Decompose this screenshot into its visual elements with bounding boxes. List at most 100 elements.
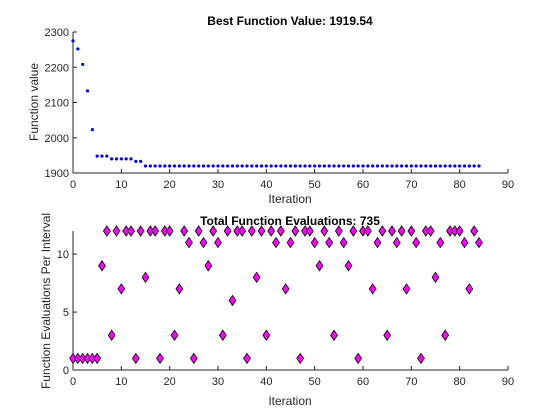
data-point <box>177 164 181 168</box>
data-point <box>158 164 162 168</box>
data-point <box>95 154 99 158</box>
y-tick-label: 2300 <box>45 27 69 39</box>
data-point <box>197 164 201 168</box>
data-point <box>383 329 392 341</box>
data-point <box>436 236 445 249</box>
data-point <box>250 164 254 168</box>
data-point <box>151 225 160 237</box>
data-point <box>240 164 244 168</box>
data-point <box>400 164 404 168</box>
data-point <box>332 164 336 168</box>
data-point <box>180 225 189 237</box>
data-point <box>417 352 425 365</box>
data-point <box>112 225 121 237</box>
data-point <box>404 164 409 168</box>
data-point <box>156 352 164 365</box>
data-point <box>216 164 220 168</box>
data-point <box>431 271 440 284</box>
data-point <box>262 329 271 341</box>
data-point <box>214 236 222 249</box>
data-point <box>356 164 360 168</box>
data-point <box>443 164 447 168</box>
data-point <box>185 236 193 249</box>
bottom-title: Total Function Evaluations: 735 <box>200 214 380 228</box>
data-point <box>100 154 104 158</box>
y-tick-label: 0 <box>63 365 69 377</box>
data-point <box>247 225 256 237</box>
data-point <box>412 236 421 249</box>
data-point <box>397 225 406 237</box>
data-point <box>334 225 343 237</box>
data-point <box>129 157 133 161</box>
data-point <box>472 164 476 168</box>
bottom-xlabel: Iteration <box>268 394 311 408</box>
data-point <box>274 164 278 168</box>
data-point <box>119 157 123 161</box>
data-point <box>414 164 418 168</box>
data-point <box>168 164 172 168</box>
x-tick-label: 30 <box>212 179 224 191</box>
data-point <box>76 47 80 51</box>
data-point <box>288 164 293 168</box>
data-point <box>390 164 394 168</box>
data-point <box>467 164 471 168</box>
data-point <box>243 352 251 365</box>
y-tick-label: 5 <box>63 307 69 319</box>
x-tick-label: 10 <box>115 179 127 191</box>
data-point <box>286 236 295 249</box>
data-point <box>342 164 346 168</box>
data-point <box>194 225 203 237</box>
data-point <box>170 329 179 341</box>
data-point <box>221 164 225 168</box>
x-tick-label: 0 <box>70 376 76 388</box>
data-point <box>206 164 210 168</box>
data-point <box>366 164 370 168</box>
data-point <box>134 159 138 163</box>
x-tick-label: 90 <box>502 376 514 388</box>
top-axes: Best Function Value: 1919.54 Iteration F… <box>27 14 514 206</box>
data-point <box>462 164 467 168</box>
data-point <box>455 225 464 237</box>
data-point <box>136 225 145 237</box>
data-point <box>141 271 150 284</box>
data-point <box>296 352 305 365</box>
data-point <box>124 157 128 161</box>
data-point <box>235 164 239 168</box>
data-point <box>218 329 227 341</box>
data-point <box>81 62 85 67</box>
bottom-ylabel: Function Evaluations Per Interval <box>39 213 53 389</box>
x-tick-label: 90 <box>502 179 514 191</box>
data-point <box>223 225 232 237</box>
x-tick-label: 30 <box>212 376 224 388</box>
data-point <box>337 164 341 168</box>
data-point <box>475 236 483 249</box>
data-point <box>392 236 401 249</box>
data-point <box>458 164 462 168</box>
data-point <box>148 164 152 168</box>
data-point <box>192 164 196 168</box>
data-point <box>90 128 94 132</box>
data-point <box>465 283 474 295</box>
data-point <box>368 283 377 295</box>
data-point <box>380 164 384 168</box>
data-point <box>257 225 266 237</box>
data-point <box>424 164 428 168</box>
x-tick-label: 20 <box>164 376 176 388</box>
data-point <box>163 164 167 168</box>
data-point <box>199 236 208 249</box>
data-point <box>245 164 249 168</box>
data-point <box>172 164 177 168</box>
data-point <box>298 164 302 168</box>
data-point <box>269 164 273 168</box>
data-point <box>363 225 372 237</box>
data-point <box>272 236 280 249</box>
data-point <box>139 159 143 163</box>
data-point <box>93 352 102 365</box>
data-point <box>264 164 268 168</box>
data-point <box>303 164 307 168</box>
data-point <box>293 164 297 168</box>
data-point <box>346 164 351 168</box>
x-tick-label: 60 <box>357 376 369 388</box>
data-point <box>320 225 329 237</box>
